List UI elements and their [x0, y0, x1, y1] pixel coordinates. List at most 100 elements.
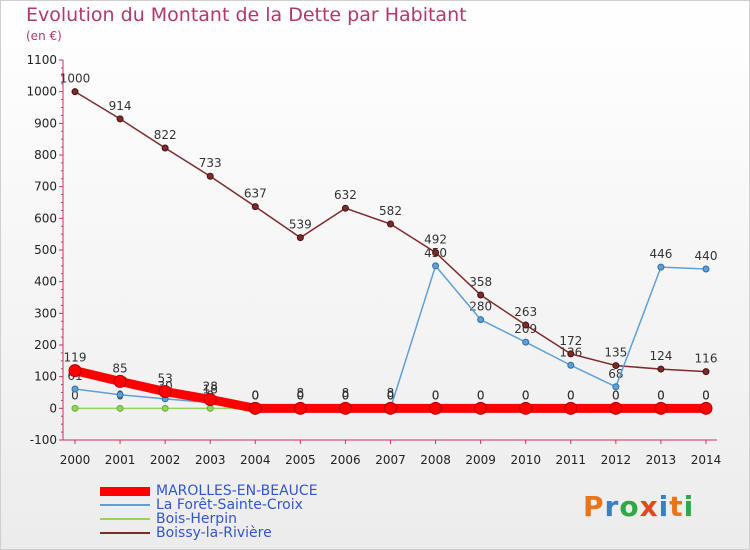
data-point: [293, 401, 307, 415]
data-point: [612, 383, 620, 391]
data-point: [657, 365, 665, 373]
data-point: [116, 404, 124, 412]
data-point: [477, 291, 485, 299]
data-point: [432, 249, 440, 257]
data-point: [71, 88, 79, 96]
x-tick-label: 2003: [195, 453, 226, 467]
y-tick-label: -100: [30, 433, 57, 447]
y-tick-label: 200: [34, 338, 57, 352]
data-label: 8: [387, 386, 395, 400]
data-label: 0: [342, 388, 350, 402]
data-point: [161, 144, 169, 152]
data-point: [161, 404, 169, 412]
data-label: 0: [567, 388, 575, 402]
data-label: 0: [567, 388, 575, 402]
data-point: [203, 392, 217, 406]
y-tick-label: 900: [34, 116, 57, 130]
data-label: 0: [297, 388, 305, 402]
data-point: [564, 401, 578, 415]
data-point: [657, 263, 665, 271]
data-label: 637: [244, 187, 267, 201]
legend-swatch: [100, 518, 150, 520]
data-point: [296, 234, 304, 242]
data-label: 0: [522, 388, 530, 402]
series-0-labels: 119 85 53 28 0 0 0 0 0 0 0 0 0 0 0: [64, 351, 710, 403]
chart-subtitle: (en €): [26, 29, 62, 43]
data-label: 124: [649, 349, 672, 363]
legend-item: Boissy-la-Rivière: [100, 526, 318, 540]
y-tick-label: 600: [34, 211, 57, 225]
data-label: 0: [251, 388, 259, 402]
data-point: [116, 115, 124, 123]
x-tick-label: 2002: [150, 453, 181, 467]
data-point: [702, 265, 710, 273]
data-point: [702, 368, 710, 376]
data-label: 135: [604, 346, 627, 360]
legend-label: La Forêt-Sainte-Croix: [156, 497, 303, 513]
data-point: [341, 204, 349, 212]
data-point: [206, 404, 214, 412]
data-point: [158, 385, 172, 399]
legend: MAROLLES-EN-BEAUCE La Forêt-Sainte-Croix B…: [100, 484, 318, 540]
data-label: 172: [559, 334, 582, 348]
data-label: 492: [424, 233, 447, 247]
data-label: 8: [297, 386, 305, 400]
legend-swatch: [100, 504, 150, 506]
legend-label: Bois-Herpin: [156, 511, 237, 527]
x-tick-label: 2005: [285, 453, 316, 467]
x-tick-label: 2001: [105, 453, 136, 467]
y-tick-label: 100: [34, 370, 57, 384]
data-point: [519, 401, 533, 415]
data-point: [699, 401, 713, 415]
data-point: [387, 220, 394, 228]
legend-label: MAROLLES-EN-BEAUCE: [156, 483, 318, 499]
data-label: 119: [64, 351, 87, 365]
legend-swatch: [100, 486, 150, 496]
data-point: [567, 361, 575, 369]
data-point: [71, 404, 79, 412]
x-tick-label: 2009: [465, 453, 496, 467]
data-label: 0: [657, 388, 665, 402]
data-label: 822: [154, 128, 177, 142]
chart-title: Evolution du Montant de la Dette par Hab…: [26, 4, 467, 26]
data-label: 0: [702, 388, 710, 402]
series-3-labels: 1000 914 822 733 637 539 632 582 492 358 263 172 135…: [60, 72, 718, 366]
data-label: 53: [158, 372, 173, 386]
data-label: 0: [612, 388, 620, 402]
data-point: [567, 350, 575, 358]
data-label: 209: [514, 322, 537, 336]
data-point: [609, 401, 623, 415]
y-tick-label: 800: [34, 148, 57, 162]
x-tick-label: 2006: [330, 453, 361, 467]
data-point: [612, 362, 620, 370]
y-tick-label: 500: [34, 243, 57, 257]
data-point: [429, 401, 443, 415]
x-tick-label: 2010: [510, 453, 541, 467]
x-tick-label: 2012: [601, 453, 632, 467]
data-point: [68, 364, 82, 378]
x-tick-label: 2004: [240, 453, 271, 467]
data-point: [71, 385, 79, 393]
data-point: [654, 401, 668, 415]
x-tick-label: 2008: [420, 453, 451, 467]
x-tick-label: 2007: [375, 453, 406, 467]
data-label: 0: [477, 388, 485, 402]
data-point: [432, 262, 440, 270]
data-label: 0: [251, 388, 259, 402]
data-label: 539: [289, 218, 312, 232]
data-label: 733: [199, 156, 222, 170]
data-label: 18: [203, 383, 218, 397]
y-tick-label: 300: [34, 306, 57, 320]
data-point: [116, 391, 124, 399]
data-point: [522, 321, 530, 329]
data-label: 0: [477, 388, 485, 402]
x-tick-label: 2011: [556, 453, 587, 467]
data-label: 446: [649, 247, 672, 261]
data-point: [477, 316, 485, 324]
y-tick-label: 1100: [26, 53, 57, 67]
x-tick-label: 2014: [691, 453, 722, 467]
data-label: 0: [522, 388, 530, 402]
data-label: 28: [203, 379, 218, 393]
data-point: [248, 401, 262, 415]
